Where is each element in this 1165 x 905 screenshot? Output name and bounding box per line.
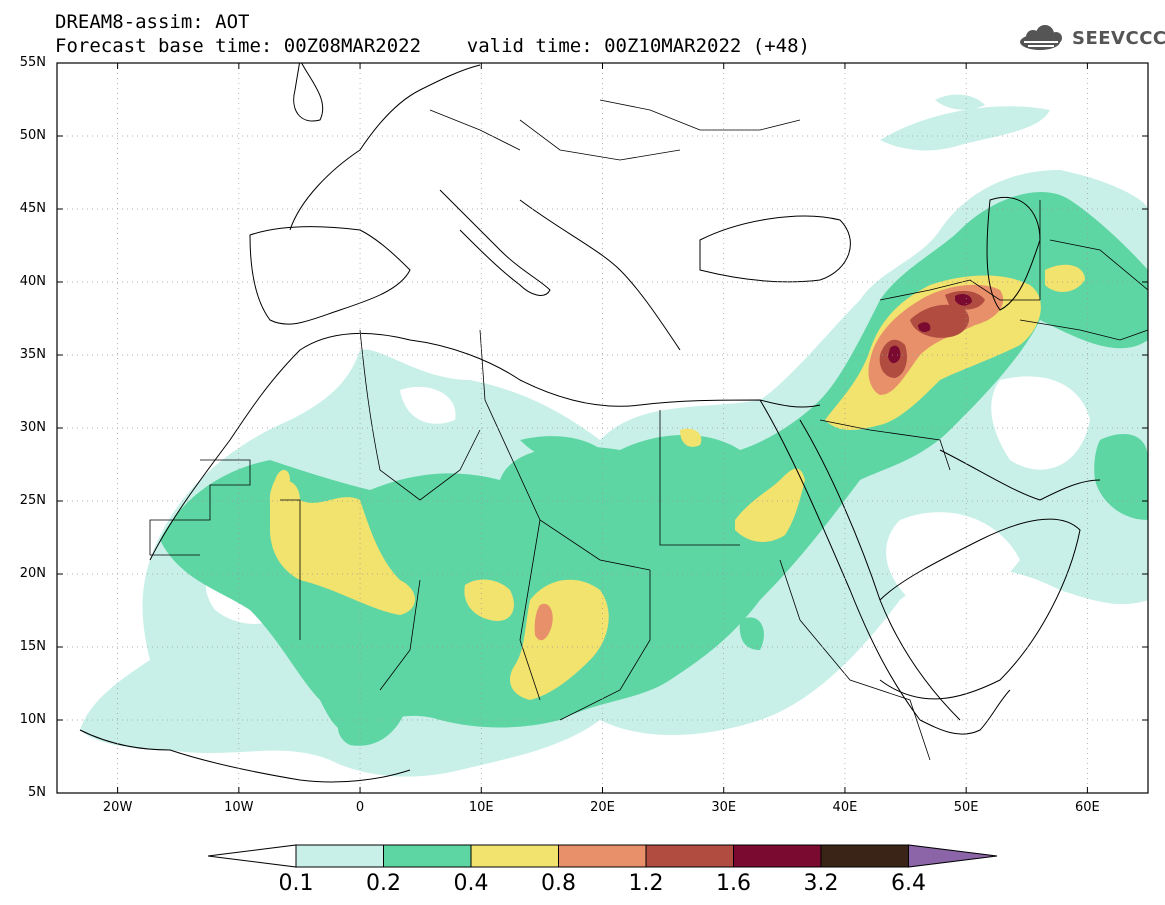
colorbar-label: 0.8 <box>541 871 576 896</box>
colorbar-label: 0.4 <box>453 871 489 896</box>
colorbar-min-arrow <box>207 844 297 868</box>
colorbar-swatch <box>295 844 384 868</box>
lon-label: 0 <box>355 800 365 815</box>
lat-label: 30N <box>19 420 46 435</box>
lon-label: 20E <box>590 800 615 815</box>
lat-label: 15N <box>19 639 46 654</box>
lat-label: 10N <box>19 712 46 727</box>
lon-label: 40E <box>832 800 858 815</box>
lat-label: 40N <box>19 274 46 289</box>
logo-text: SEEVCCC <box>1072 28 1165 49</box>
lat-label: 5N <box>28 785 46 800</box>
lon-label: 20W <box>102 800 133 815</box>
lon-label: 10E <box>468 800 494 815</box>
colorbar-label: 0.2 <box>366 871 401 896</box>
colorbar-label: 0.1 <box>278 871 314 896</box>
lon-label: 10W <box>224 800 254 815</box>
colorbar-label: 3.2 <box>803 871 839 896</box>
colorbar-swatch <box>820 844 909 868</box>
lon-label: 30E <box>711 800 737 815</box>
chart-title: DREAM8-assim: AOT <box>55 11 250 33</box>
colorbar-swatch <box>645 844 734 868</box>
forecast-time-line: Forecast base time: 00Z08MAR2022 valid t… <box>55 35 810 57</box>
colorbar-label: 6.4 <box>891 871 926 896</box>
colorbar-label: 1.6 <box>716 871 751 896</box>
lon-label: 50E <box>953 800 979 815</box>
grid-lines <box>57 63 1148 793</box>
lat-label: 50N <box>19 128 46 143</box>
aot-level-1.6 <box>888 294 972 364</box>
lat-label: 45N <box>19 201 46 216</box>
country-borders <box>149 99 1148 761</box>
colorbar-swatch <box>733 844 822 868</box>
colorbar-label: 1.2 <box>628 871 664 896</box>
coastlines <box>79 63 1101 783</box>
lat-label: 35N <box>19 347 46 362</box>
colorbar-swatch <box>470 844 559 868</box>
axis-ticks <box>57 62 1148 794</box>
lat-label: 20N <box>19 566 46 581</box>
colorbar-max-arrow <box>908 844 998 868</box>
lon-label: 60E <box>1074 800 1100 815</box>
cloud-icon <box>1020 25 1062 50</box>
lat-label: 55N <box>19 55 46 70</box>
lat-label: 25N <box>19 493 46 508</box>
colorbar-swatch <box>383 844 472 868</box>
colorbar-swatch <box>558 844 647 868</box>
